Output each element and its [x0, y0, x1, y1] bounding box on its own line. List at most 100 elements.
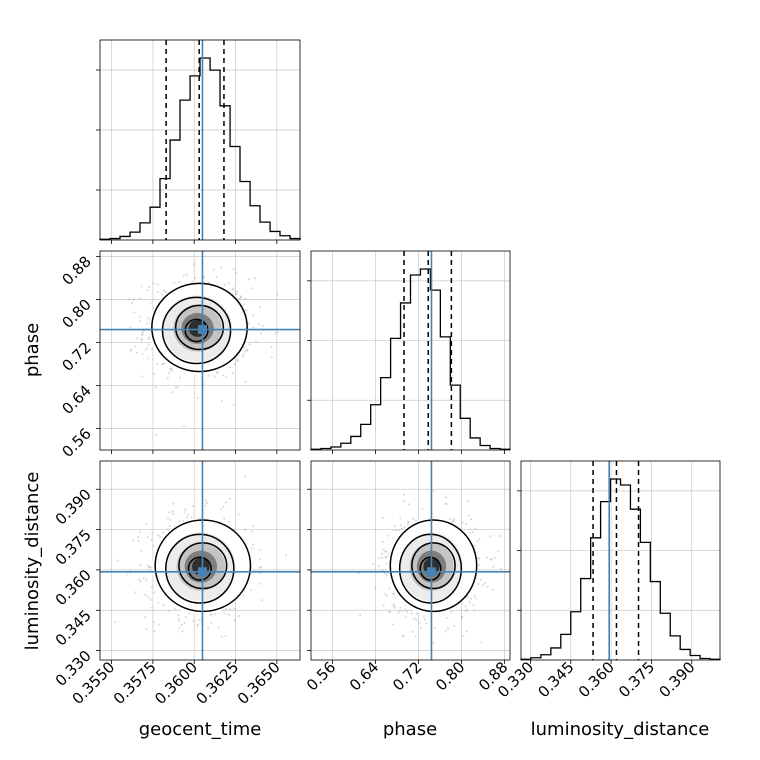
sample-point — [242, 353, 245, 356]
sample-point — [461, 521, 464, 524]
sample-point — [228, 366, 231, 369]
sample-point — [232, 268, 235, 271]
sample-point — [142, 577, 145, 580]
sample-point — [382, 604, 385, 607]
sample-point — [192, 505, 195, 508]
sample-point — [196, 623, 200, 626]
x-tick-label-1: 0.3575 — [110, 658, 160, 708]
sample-point — [242, 303, 245, 306]
sample-point — [255, 340, 258, 343]
sample-point — [446, 616, 449, 619]
histogram-phase-panel — [307, 250, 511, 454]
sample-point — [478, 563, 481, 567]
sample-point — [234, 292, 237, 295]
sample-point — [406, 523, 409, 526]
sample-point — [451, 520, 454, 523]
sample-point — [401, 609, 404, 613]
contour-frame — [310, 460, 511, 661]
sample-point — [483, 581, 486, 584]
sample-point — [134, 345, 137, 348]
sample-point — [190, 280, 194, 283]
sample-point — [243, 594, 246, 598]
sample-point — [479, 578, 483, 581]
sample-point — [149, 302, 152, 305]
sample-point — [168, 511, 171, 514]
sample-point — [466, 595, 469, 599]
sample-point — [156, 283, 159, 286]
sample-point — [388, 610, 391, 613]
sample-point — [141, 332, 144, 335]
sample-point — [391, 592, 395, 596]
sample-point — [234, 290, 237, 293]
sample-point — [244, 380, 247, 383]
sample-point — [132, 298, 135, 301]
sample-point — [374, 587, 377, 590]
sample-point — [276, 330, 279, 334]
sample-point — [166, 377, 169, 380]
sample-point — [248, 343, 251, 346]
sample-point — [116, 559, 119, 562]
sample-point — [399, 523, 403, 527]
sample-point — [144, 348, 147, 351]
sample-point — [404, 608, 407, 611]
sample-point — [224, 607, 228, 610]
sample-point — [153, 372, 156, 375]
contour-line-1 — [174, 304, 225, 351]
sample-point — [276, 293, 279, 296]
sample-point — [250, 287, 253, 290]
contour-line-3 — [151, 282, 248, 373]
sample-point — [258, 566, 262, 569]
sample-point — [152, 621, 155, 624]
sample-point — [414, 519, 418, 522]
sample-point — [478, 538, 481, 541]
sample-point — [160, 293, 164, 296]
sample-point — [166, 517, 170, 520]
sample-point — [244, 528, 247, 531]
sample-point — [381, 552, 384, 555]
truth-marker — [197, 567, 207, 577]
sample-point — [166, 528, 169, 531]
sample-point — [144, 593, 147, 596]
sample-point — [182, 520, 185, 523]
sample-point — [418, 621, 421, 624]
sample-point — [174, 386, 177, 389]
sample-point — [148, 565, 151, 569]
sample-point — [146, 536, 149, 539]
sample-point — [146, 357, 149, 360]
sample-point — [476, 540, 479, 543]
sample-point — [398, 609, 401, 613]
sample-point — [381, 541, 384, 544]
sample-point — [250, 589, 253, 592]
y-tick-label-3: 0.375 — [52, 526, 95, 569]
sample-point — [385, 573, 388, 576]
sample-point — [447, 627, 450, 631]
x-tick-label-2: 0.3600 — [151, 658, 201, 708]
sample-point — [465, 630, 468, 633]
x-tick-label-1: 0.64 — [346, 658, 382, 694]
sample-point — [233, 363, 236, 366]
sample-point — [164, 290, 167, 293]
sample-point — [190, 516, 193, 519]
sample-point — [134, 591, 137, 594]
sample-point — [150, 606, 153, 609]
sample-point — [477, 557, 480, 560]
y-tick-label-1: 0.345 — [52, 606, 95, 649]
sample-point — [469, 532, 472, 535]
sample-point — [140, 339, 143, 342]
sample-point — [137, 539, 140, 543]
sample-point — [253, 277, 257, 280]
sample-point — [183, 511, 186, 514]
sample-point — [137, 535, 140, 539]
sample-point — [270, 345, 273, 349]
sample-point — [493, 556, 496, 560]
sample-point — [139, 563, 142, 567]
sample-point — [139, 315, 142, 318]
sample-point — [176, 386, 179, 389]
sample-point — [126, 573, 129, 576]
contour-line-1 — [411, 542, 456, 590]
sample-point — [192, 619, 195, 623]
sample-point — [172, 502, 175, 505]
sample-point — [216, 371, 220, 374]
sample-point — [472, 604, 475, 607]
